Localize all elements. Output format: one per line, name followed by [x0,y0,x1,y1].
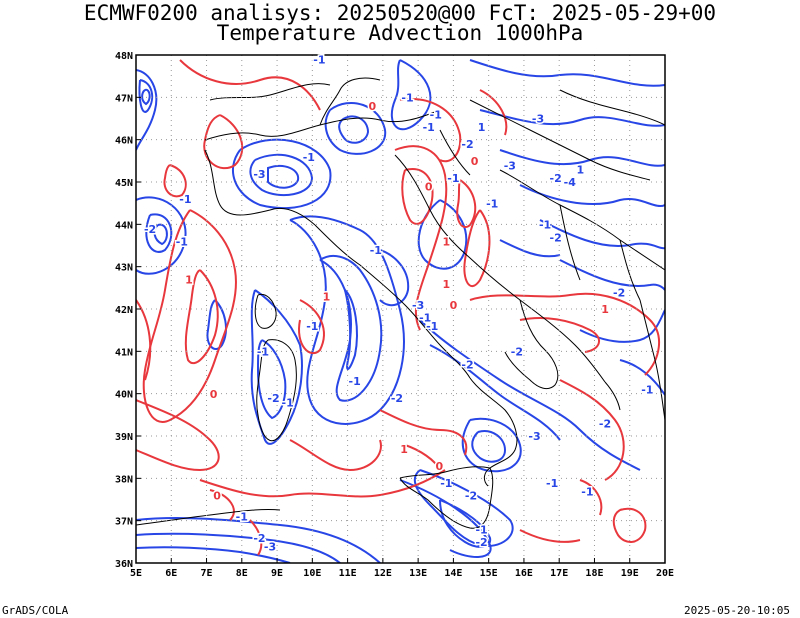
contour-label: -1 [641,384,653,397]
contour-label: 1 [185,274,193,287]
contour-label: -2 [511,346,523,359]
y-tick-label: 40N [115,390,133,401]
contour-label: -2 [550,231,562,244]
x-tick-label: 19E [621,568,639,579]
y-tick-label: 48N [115,51,133,62]
y-tick-label: 41N [115,347,133,358]
contour-label: -2 [613,286,625,299]
x-tick-label: 12E [374,568,392,579]
contour-label: -1 [257,346,269,359]
contour-label: 0 [425,180,433,193]
contour-label: -1 [176,236,188,249]
x-tick-label: 8E [236,568,248,579]
contour-label: -1 [313,53,325,66]
x-tick-label: 9E [271,568,283,579]
contour-label: 0 [435,460,443,473]
footer-credit: GrADS/COLA [2,604,69,617]
x-tick-label: 13E [409,568,427,579]
contour-label: 0 [471,155,479,168]
contour-label: -1 [306,320,318,333]
contour-label: 1 [400,443,408,456]
contour-label: -2 [475,536,487,549]
contour-label: -2 [391,392,403,405]
x-tick-label: 18E [585,568,603,579]
contour-label: 1 [323,291,331,304]
contour-label: -3 [504,159,516,172]
contour-label: -1 [401,92,413,105]
contour-label: -2 [599,418,611,431]
contour-label: -1 [426,320,438,333]
x-tick-label: 6E [165,568,177,579]
contour-label: -1 [282,396,294,409]
contour-label: 0 [210,388,218,401]
x-tick-label: 10E [303,568,321,579]
x-tick-label: 16E [515,568,533,579]
contour-label: -1 [419,312,431,325]
y-tick-label: 46N [115,136,133,147]
contour-label: -2 [465,490,477,503]
contour-label: 1 [577,164,585,177]
x-tick-label: 17E [550,568,568,579]
x-tick-label: 20E [656,568,674,579]
contour-label: -1 [546,477,558,490]
contour-label: -1 [440,477,452,490]
contour-label: -3 [264,540,276,553]
lat-lon-grid [136,55,665,563]
contour-label: 1 [601,303,609,316]
y-tick-label: 47N [115,93,133,104]
contour-label: 1 [443,278,451,291]
contour-label: -3 [412,299,424,312]
contour-label: -3 [532,113,544,126]
contour-label: 1 [443,236,451,249]
x-tick-label: 15E [480,568,498,579]
x-tick-label: 7E [201,568,213,579]
contour-label: -1 [370,244,382,257]
contour-label: -4 [564,176,577,189]
contour-label: -2 [550,172,562,185]
contour-label: -2 [461,358,473,371]
y-tick-label: 38N [115,474,133,485]
y-tick-label: 37N [115,517,133,528]
contour-label: -3 [528,430,540,443]
contour-label: -2 [461,138,473,151]
contour-label: -1 [475,523,487,536]
x-tick-label: 11E [339,568,357,579]
x-tick-label: 14E [444,568,462,579]
contour-label: -2 [267,392,279,405]
map-title-line1: ECMWF0200 analisys: 20250520@00 FcT: 202… [83,1,717,25]
contour-label: -1 [236,511,248,524]
footer-timestamp: 2025-05-20-10:05 [684,604,790,617]
y-tick-label: 44N [115,220,133,231]
contour-field [136,59,665,563]
contour-label: 1 [478,121,486,134]
contour-label: -1 [430,109,442,122]
positive-contours [136,59,661,556]
contour-label: -3 [253,168,265,181]
contour-label: 0 [450,299,458,312]
y-tick-label: 39N [115,432,133,443]
contour-label: -1 [539,219,551,232]
y-tick-label: 36N [115,559,133,570]
contour-label: -1 [423,121,435,134]
map-title-line2: Temperature Advection 1000hPa [216,21,584,45]
contour-label: -1 [447,172,459,185]
contour-label: -1 [581,485,593,498]
contour-label: -2 [144,223,156,236]
y-tick-label: 43N [115,263,133,274]
contour-label: -1 [486,197,498,210]
coastlines-borders [136,77,665,529]
contour-labels: 1-1-1-1-1 -3-2-3-1-1-2-1-2 -4-1-1-2-1-2-1-… [142,52,654,555]
x-axis-ticks: 5E 6E 7E 8E 9E 10E 11E 12E 13E 14E 15E 16E 17E 18E 19E… [130,558,674,579]
y-axis-ticks: 36N 37N 38N 39N 40N 41N 42N 43N 44N 45N 46N 47N 48N [115,51,141,570]
y-tick-label: 45N [115,178,133,189]
y-tick-label: 42N [115,305,133,316]
contour-label: -1 [349,375,361,388]
contour-label: -1 [303,151,315,164]
contour-label: 0 [213,490,221,503]
contour-label: 0 [368,100,376,113]
x-tick-label: 5E [130,568,142,579]
contour-label: -1 [179,193,191,206]
contour-label: -2 [253,532,265,545]
